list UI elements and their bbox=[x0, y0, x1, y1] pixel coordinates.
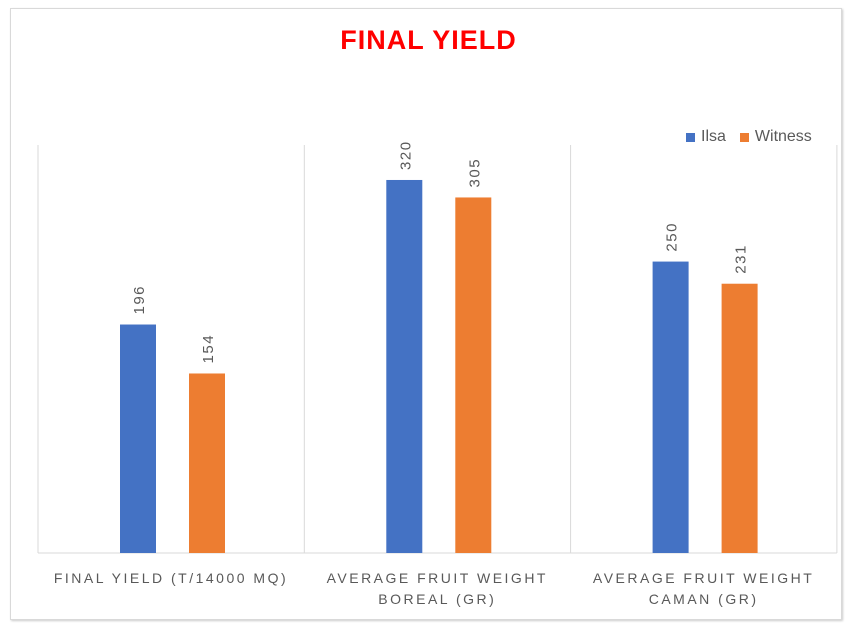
category-label-line: FINAL YIELD (T/14000 MQ) bbox=[53, 570, 289, 586]
category-label: FINAL YIELD (T/14000 MQ) bbox=[41, 568, 301, 589]
bar-witness bbox=[189, 373, 225, 553]
data-label: 305 bbox=[466, 158, 483, 188]
category-label-line: AVERAGE FRUIT WEIGHT bbox=[592, 570, 815, 586]
legend: Ilsa Witness bbox=[686, 128, 812, 146]
bar-ilsa bbox=[120, 324, 156, 553]
legend-label: Witness bbox=[754, 128, 812, 145]
category-label: AVERAGE FRUIT WEIGHT CAMAN (GR) bbox=[574, 568, 834, 610]
data-label: 320 bbox=[397, 140, 414, 170]
category-label-line: BOREAL (GR) bbox=[378, 591, 497, 607]
data-label: 231 bbox=[733, 244, 750, 274]
legend-swatch bbox=[686, 132, 695, 142]
category-label: AVERAGE FRUIT WEIGHT BOREAL (GR) bbox=[307, 568, 567, 610]
data-label: 196 bbox=[131, 285, 148, 315]
data-label: 154 bbox=[200, 334, 217, 364]
bar-ilsa bbox=[386, 179, 423, 553]
data-label: 250 bbox=[664, 222, 681, 252]
legend-item-ilsa: Ilsa bbox=[686, 128, 726, 146]
legend-item-witness: Witness bbox=[739, 128, 812, 146]
bar-witness bbox=[455, 197, 492, 553]
legend-swatch bbox=[739, 132, 749, 142]
chart-title: FINAL YIELD bbox=[340, 25, 517, 55]
bar-ilsa bbox=[652, 261, 689, 553]
category-label-line: CAMAN (GR) bbox=[648, 591, 759, 607]
bar-witness bbox=[721, 283, 758, 553]
legend-label: Ilsa bbox=[701, 128, 726, 145]
category-label-line: AVERAGE FRUIT WEIGHT bbox=[326, 570, 548, 586]
